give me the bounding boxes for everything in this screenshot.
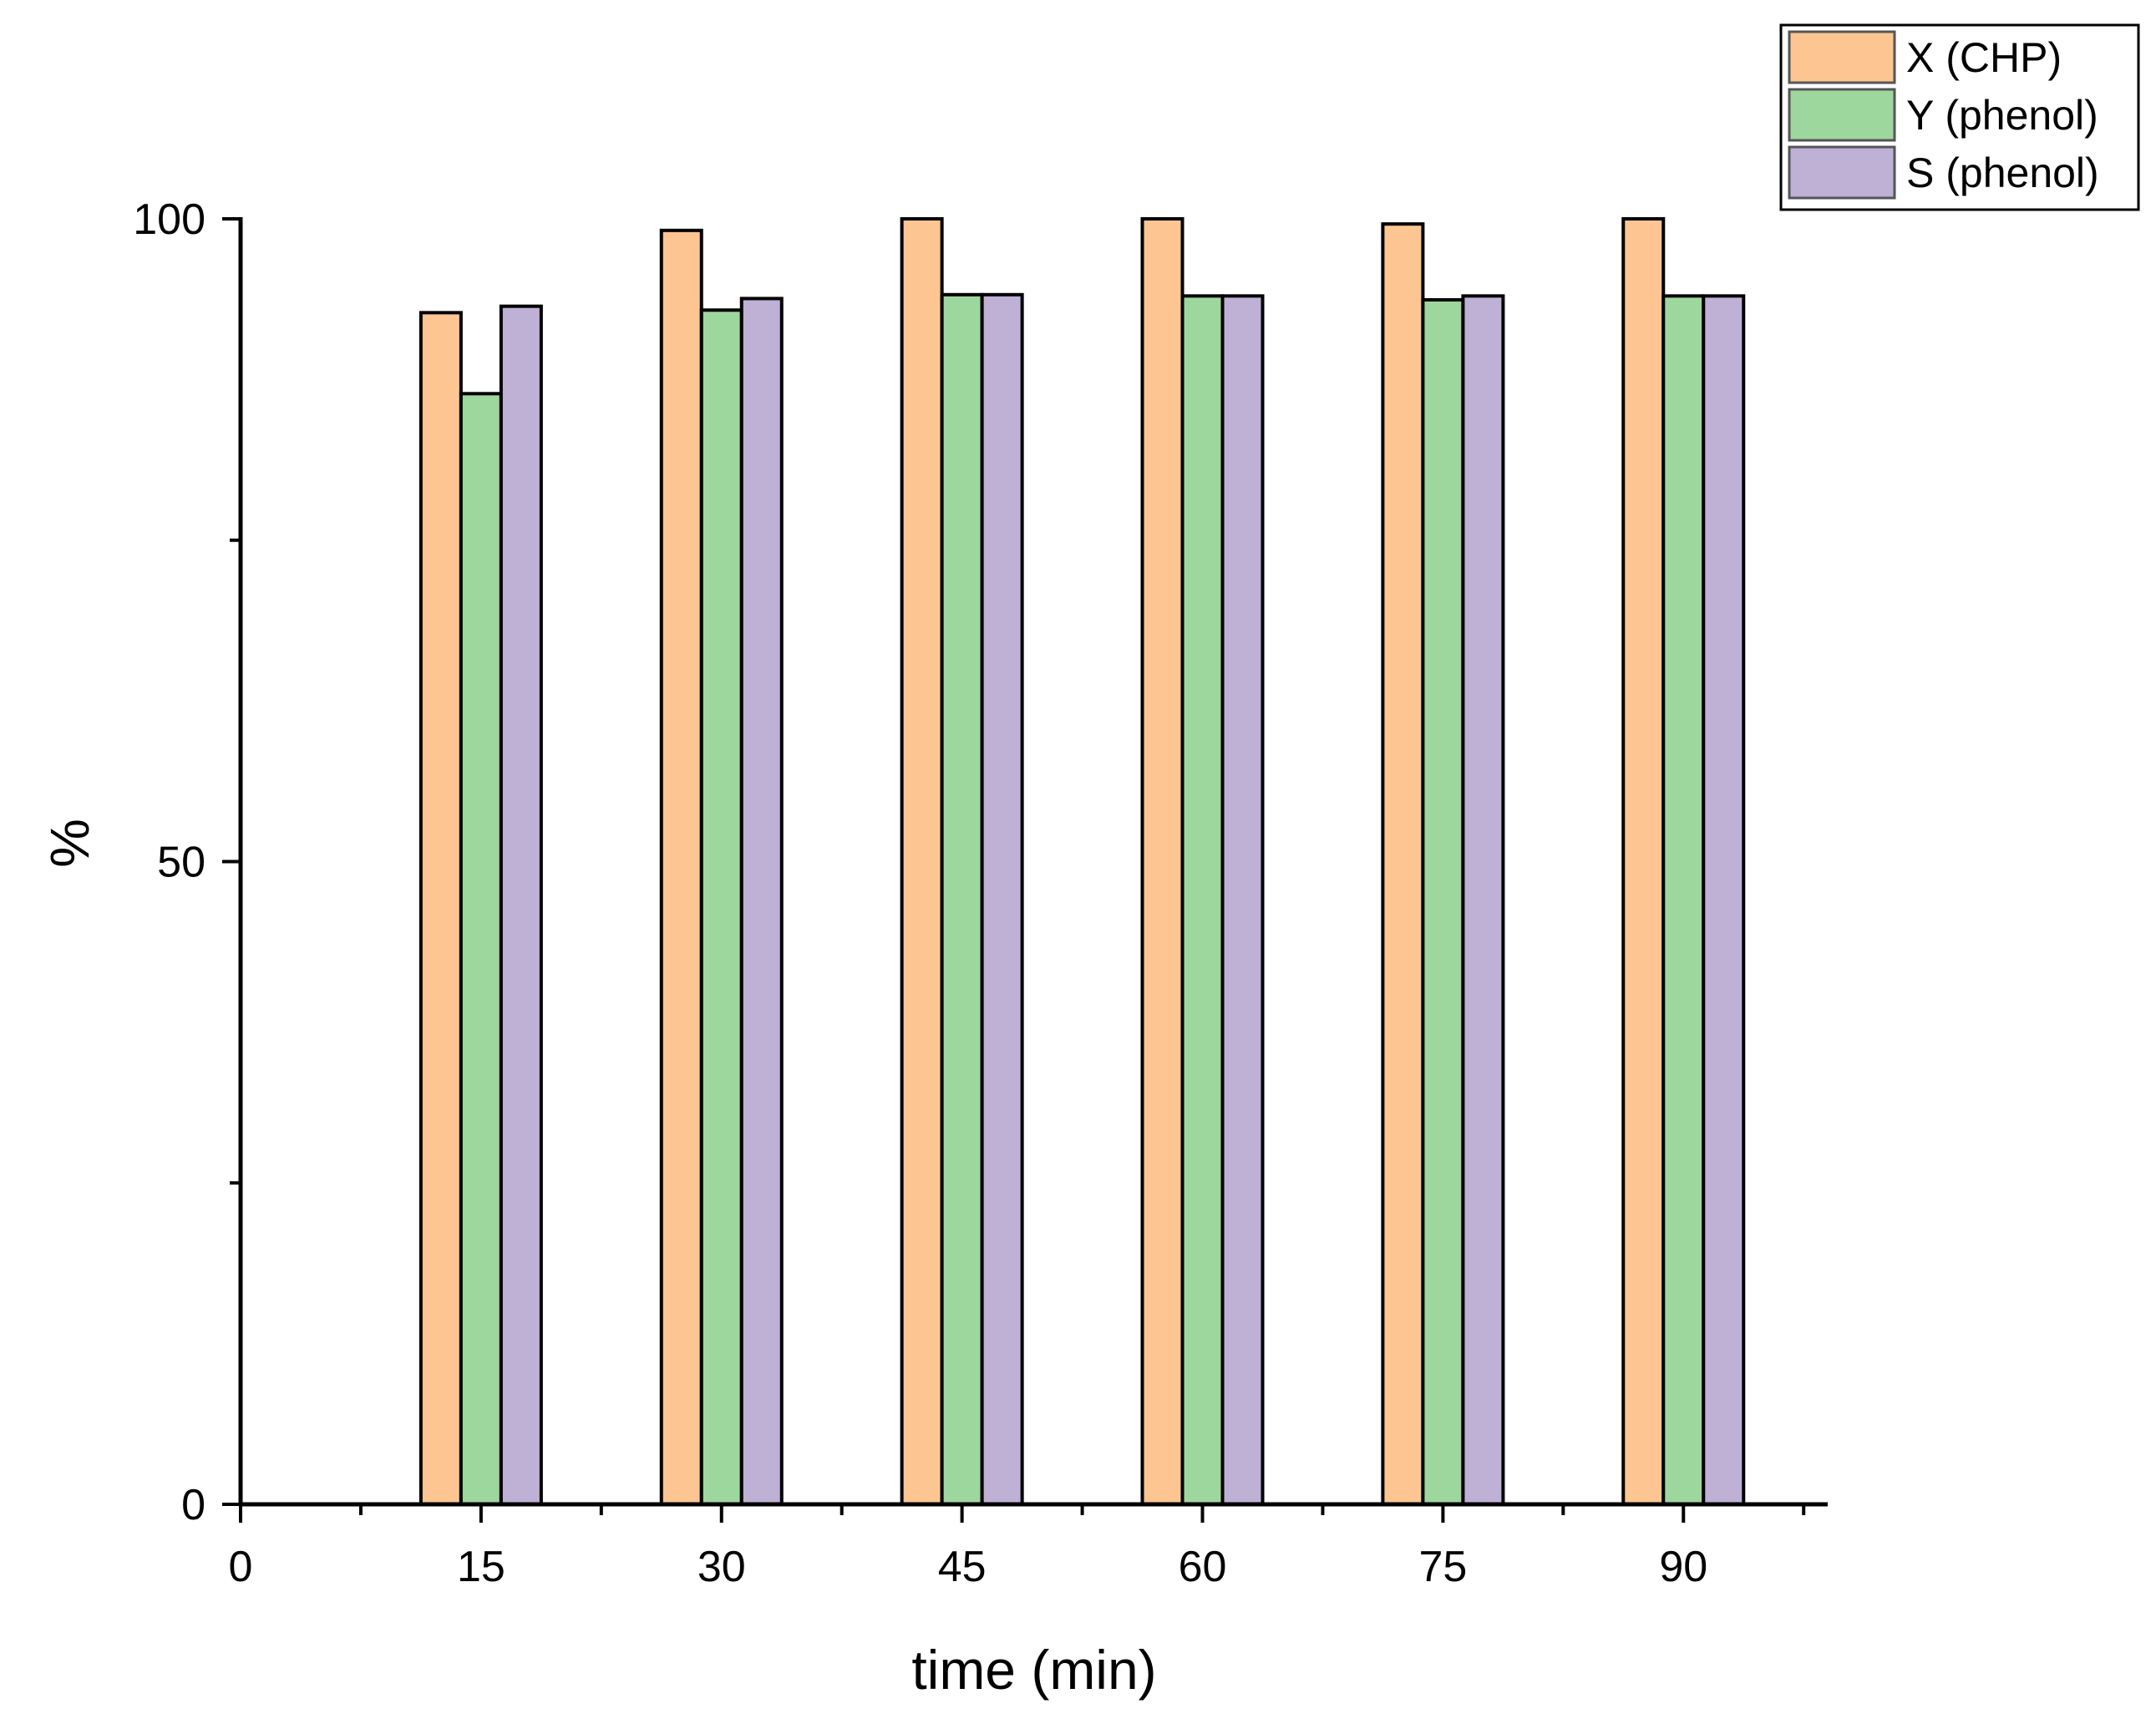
- x-tick-label: 30: [698, 1543, 746, 1591]
- y-tick-label: 50: [157, 839, 205, 887]
- legend-label: X (CHP): [1906, 34, 2062, 81]
- bar-1-15: [419, 311, 463, 1506]
- y-tick-label: 100: [133, 195, 205, 244]
- x-tick-label: 0: [229, 1543, 253, 1591]
- bar-3-90: [1702, 294, 1746, 1507]
- bar-3-45: [980, 292, 1024, 1506]
- bar-2-45: [940, 292, 984, 1506]
- legend-label: Y (phenol): [1906, 92, 2098, 139]
- bar-1-60: [1140, 217, 1185, 1506]
- bar-3-30: [739, 297, 784, 1507]
- y-tick-label: 0: [181, 1481, 205, 1529]
- bar-1-45: [900, 217, 944, 1506]
- x-axis-title: time (min): [911, 1639, 1156, 1701]
- bar-1-90: [1621, 217, 1666, 1506]
- legend-label: S (phenol): [1906, 150, 2099, 196]
- y-axis-title: %: [38, 819, 100, 868]
- bar-1-30: [659, 228, 703, 1507]
- bar-2-90: [1661, 294, 1706, 1507]
- bar-1-75: [1381, 222, 1425, 1506]
- legend-swatch: [1788, 30, 1896, 84]
- bar-2-75: [1421, 297, 1465, 1506]
- x-tick-label: 45: [938, 1543, 987, 1591]
- tick-marks: [222, 217, 1806, 1523]
- legend-swatch: [1788, 88, 1896, 142]
- bar-2-30: [699, 308, 743, 1506]
- x-tick-label: 75: [1418, 1543, 1467, 1591]
- tick-labels: 0 15 30 45 60 75 90 0 50 100: [133, 195, 1707, 1591]
- bar-2-60: [1180, 294, 1225, 1507]
- bar-3-15: [499, 304, 543, 1507]
- x-tick-label: 90: [1659, 1543, 1707, 1591]
- bars-layer: [419, 217, 1746, 1507]
- bar-3-75: [1461, 294, 1505, 1507]
- legend: X (CHP) Y (phenol) S (phenol): [1779, 23, 2140, 211]
- legend-swatch: [1788, 145, 1896, 200]
- x-tick-label: 60: [1179, 1543, 1227, 1591]
- bar-2-15: [459, 392, 503, 1507]
- bar-3-60: [1220, 294, 1265, 1507]
- x-tick-label: 15: [457, 1543, 505, 1591]
